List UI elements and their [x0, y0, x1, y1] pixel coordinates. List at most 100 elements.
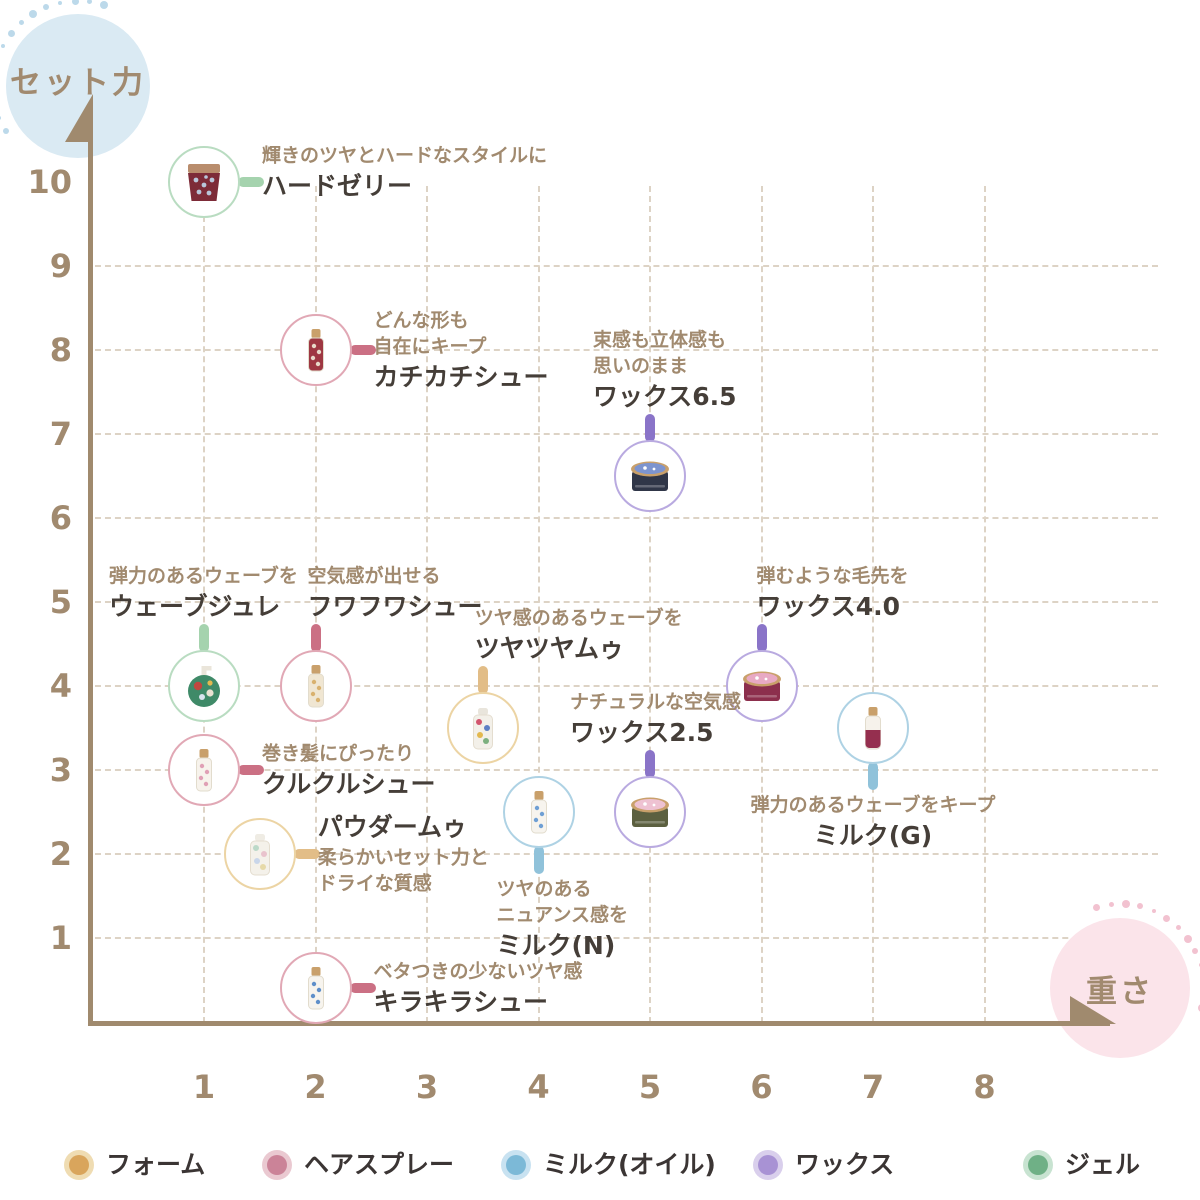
point-title: ミルク(G): [813, 821, 933, 850]
point-label: ナチュラルな空気感 ワックス2.5: [570, 689, 741, 748]
y-tick-label: 9: [49, 247, 72, 285]
x-tick-label: 6: [750, 1068, 773, 1106]
legend-item-gel: ジェル: [1023, 1148, 1140, 1182]
point-label: 弾むような毛先を ワックス4.0: [757, 563, 909, 622]
product-circle: [446, 692, 519, 764]
point-title: キラキラシュー: [373, 987, 549, 1017]
decor-dot: [87, 0, 93, 5]
gridline-horizontal: [95, 853, 1158, 855]
y-tick-label: 7: [49, 415, 72, 453]
pump-bottle-icon: [188, 666, 220, 707]
legend-swatch-inner: [758, 1155, 778, 1175]
wax-tin-icon: [742, 671, 781, 701]
x-axis-line: [88, 1021, 1110, 1026]
point-label: ツヤ感のあるウェーブをツヤツヤムゥ: [475, 605, 683, 664]
product-circle: [279, 650, 352, 722]
y-tick-label: 6: [49, 499, 72, 537]
x-axis-title-bubble: 重さ: [1050, 918, 1190, 1058]
spray-bottle-icon: [307, 665, 324, 708]
label-connector: [645, 414, 655, 442]
point-title: ワックス2.5: [570, 718, 714, 747]
x-tick-label: 3: [415, 1068, 439, 1106]
point-label: 束感も立体感も 思いのまま ワックス6.5: [593, 327, 737, 412]
label-connector: [533, 846, 544, 874]
label-connector: [238, 765, 264, 775]
legend-swatch-icon: [753, 1150, 783, 1180]
legend-label: ジェル: [1065, 1150, 1141, 1179]
decor-dot: [1152, 909, 1157, 914]
point-desc: 柔らかいセット力と: [317, 846, 489, 869]
label-connector: [293, 849, 320, 859]
mousse-can-icon: [472, 708, 493, 750]
point-label: 空気感が出せる フワフワシュー: [308, 563, 483, 622]
x-tick-label: 1: [192, 1068, 216, 1106]
label-connector: [349, 345, 376, 355]
y-tick-label: 4: [49, 667, 72, 705]
decor-dot: [1197, 1004, 1200, 1013]
decor-dot: [1192, 948, 1199, 955]
product-circle: [502, 776, 575, 848]
gridline-horizontal: [95, 349, 1158, 351]
x-tick-label: 7: [861, 1068, 885, 1106]
product-circle: [279, 314, 352, 386]
legend-item-foam: フォーム: [64, 1148, 205, 1182]
legend-label: ミルク(オイル): [543, 1150, 716, 1179]
point-desc: 自在にキープ: [373, 335, 487, 358]
label-connector: [199, 624, 209, 652]
label-connector: [349, 983, 376, 994]
point-title: ワックス6.5: [593, 382, 737, 411]
y-tick-label: 1: [49, 919, 72, 957]
point-desc: ツヤ感のあるウェーブを: [474, 607, 683, 629]
point-desc: 空気感が出せる: [307, 565, 441, 587]
gridline-vertical: [872, 186, 874, 1023]
point-desc: 思いのまま: [593, 355, 689, 377]
label-connector: [477, 666, 488, 694]
gridline-vertical: [537, 186, 540, 1023]
point-label: どんな形も自在にキープカチカチシュー: [374, 308, 549, 393]
spray-bottle-icon: [307, 967, 324, 1010]
x-tick-label: 8: [973, 1068, 996, 1106]
gridline-horizontal: [95, 433, 1158, 435]
y-axis-title: セット力: [10, 64, 146, 101]
decor-dot: [1137, 903, 1144, 910]
point-title: クルクルシュー: [262, 769, 436, 799]
decor-dot: [1093, 903, 1101, 911]
point-title: ツヤツヤムゥ: [474, 634, 625, 663]
point-title: ハードゼリー: [262, 171, 413, 201]
gridline-horizontal: [95, 685, 1158, 687]
point-desc: ツヤのある: [496, 878, 592, 900]
label-connector: [868, 762, 878, 790]
point-desc: ベタつきの少ないツヤ感: [373, 960, 583, 983]
x-tick-label: 2: [304, 1068, 327, 1106]
gridline-horizontal: [95, 937, 1158, 939]
point-desc: ドライな質感: [317, 872, 432, 895]
gridline-vertical: [649, 186, 651, 1023]
point-desc: 弾むような毛先を: [756, 565, 909, 587]
y-tick-label: 2: [49, 835, 72, 873]
point-label: ツヤのある ニュアンス感を ミルク(N): [497, 876, 628, 961]
point-title: ウェーブジュレ: [109, 592, 281, 621]
product-circle: [279, 952, 352, 1025]
legend-item-wax: ワックス: [753, 1148, 894, 1182]
legend-item-milk: ミルク(オイル): [501, 1148, 716, 1182]
spray-bottle-icon: [307, 329, 324, 372]
x-tick-label: 4: [527, 1068, 550, 1106]
decor-dot: [18, 20, 24, 26]
point-desc: どんな形も: [373, 309, 469, 332]
decor-dot: [1183, 934, 1192, 943]
decor-dot: [1108, 901, 1114, 907]
gridline-horizontal: [95, 517, 1158, 519]
label-connector: [310, 624, 321, 652]
point-label: 弾力のあるウェーブをキープ ミルク(G): [751, 792, 996, 851]
product-circle: [168, 650, 240, 722]
y-tick-label: 5: [49, 583, 72, 621]
legend-swatch-inner: [267, 1155, 287, 1175]
point-label: 輝きのツヤとハードなスタイルに ハードゼリー: [262, 143, 547, 202]
point-title: カチカチシュー: [373, 362, 549, 392]
point-title: パウダームゥ: [317, 812, 468, 842]
y-tick-label: 3: [49, 751, 72, 789]
wax-tin-icon: [631, 797, 669, 827]
point-label: ベタつきの少ないツヤ感キラキラシュー: [374, 959, 583, 1018]
product-circle: [168, 734, 240, 806]
